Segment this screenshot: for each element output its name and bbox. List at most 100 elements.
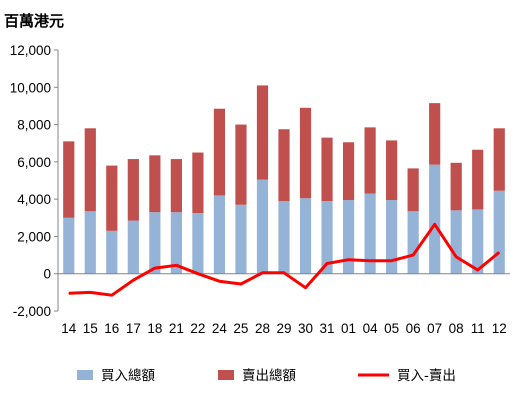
x-tick-label: 01 [341,321,356,336]
x-tick-label: 15 [83,321,98,336]
buy-bar [127,220,139,274]
buy-bar [63,217,75,274]
y-tick-label: 12,000 [10,43,51,58]
y-tick-label: 4,000 [17,192,51,207]
sell-bar [235,124,247,205]
net-line-point [240,283,242,285]
x-tick-label: 25 [233,321,248,336]
buy-bar [407,211,419,274]
x-tick-label: 16 [104,321,119,336]
sell-bar [192,152,204,214]
x-tick-label: 30 [298,321,313,336]
x-tick-label: 12 [492,321,507,336]
legend-label: 買入-賣出 [397,368,456,384]
sell-bar [450,162,462,211]
x-tick-label: 29 [276,321,291,336]
y-tick-label: 10,000 [10,80,51,95]
x-tick-label: 22 [190,321,205,336]
net-line-point [455,256,457,258]
buy-bar [321,201,333,274]
net-line-point [391,260,393,262]
buy-bar [170,212,182,274]
sell-bar [472,149,484,210]
sell-bar [407,168,419,212]
y-tick-label: 0 [43,267,51,282]
buy-bar [84,211,96,274]
legend-swatch [77,370,93,380]
buy-bar [149,212,161,274]
buy-bar [256,179,269,274]
x-tick-label: 18 [147,321,162,336]
legend-swatch [218,370,234,380]
sell-bar [321,137,333,202]
net-line-point [175,264,177,266]
x-tick-label: 07 [427,321,442,336]
net-line-point [348,259,350,261]
net-line-point [305,287,307,289]
sell-bar [278,129,290,202]
net-line-point [89,291,91,293]
net-line-point [111,294,113,296]
x-tick-label: 14 [61,321,77,336]
legend-label: 買入總額 [101,367,155,384]
buy-bar [364,193,376,274]
bars [63,85,505,274]
net-line-point [477,269,479,271]
x-tick-label: 28 [255,321,270,336]
y-axis-ticks: -2,000 0 2,000 4,000 6,000 8,000 10,000 12,000 [10,43,58,319]
buy-bar [299,198,312,274]
y-tick-label: 6,000 [17,155,51,170]
sell-bar [342,142,355,201]
buy-bar [278,201,290,274]
x-tick-label: 21 [169,321,184,336]
x-tick-label: 08 [449,321,464,336]
sell-bar [364,127,376,194]
x-tick-label: 31 [320,321,335,336]
net-line-point [434,223,436,225]
buy-bar [192,213,204,274]
sell-bar [170,159,182,213]
y-tick-label: -2,000 [13,304,51,319]
sell-bar [429,103,441,165]
x-tick-label: 04 [363,321,379,336]
x-tick-label: 06 [406,321,421,336]
net-line-point [68,292,70,294]
sell-bar [386,140,398,201]
sell-bar [149,155,161,213]
sell-bar [213,108,226,196]
net-line-point [412,254,414,256]
sell-bar [84,128,96,212]
net-line-point [154,267,156,269]
buy-bar [450,210,462,274]
net-line-point [326,262,328,264]
y-tick-label: 8,000 [17,118,51,133]
x-tick-label: 24 [212,321,228,336]
legend: 買入總額 賣出總額 買入-賣出 [77,367,456,384]
sell-bar [493,128,505,191]
x-tick-label: 05 [384,321,399,336]
buy-bar [429,164,441,274]
sell-bar [127,159,139,221]
x-tick-label: 17 [126,321,141,336]
net-line-point [197,273,199,275]
x-axis-ticks: 14 15 16 17 18 21 22 24 25 28 29 30 31 01 04 05 06 07 08 11… [61,321,507,336]
net-line-point [132,279,134,281]
sell-bar [106,165,118,231]
sell-bar [256,85,269,180]
y-tick-label: 2,000 [17,229,51,244]
buy-bar [106,230,118,274]
net-line-point [498,251,500,253]
net-line-point [261,272,263,274]
buy-bar [493,190,505,274]
x-tick-label: 11 [471,321,485,336]
buy-bar [472,209,484,274]
buy-bar [386,200,398,274]
buy-bar [235,204,247,274]
sell-bar [63,141,75,218]
buy-bar [213,195,226,274]
net-line-point [283,272,285,274]
sell-bar [299,107,312,199]
legend-label: 賣出總額 [242,367,296,384]
net-line-layer [68,222,501,297]
